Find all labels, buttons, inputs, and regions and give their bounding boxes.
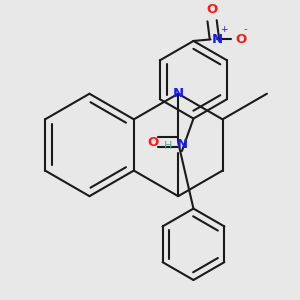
Text: -: -: [244, 24, 248, 34]
Text: O: O: [236, 33, 247, 46]
Text: +: +: [220, 25, 228, 34]
Text: N: N: [176, 138, 188, 151]
Text: O: O: [148, 136, 159, 149]
Text: H: H: [164, 141, 172, 151]
Text: O: O: [206, 2, 218, 16]
Text: N: N: [212, 33, 223, 46]
Text: N: N: [172, 87, 184, 100]
